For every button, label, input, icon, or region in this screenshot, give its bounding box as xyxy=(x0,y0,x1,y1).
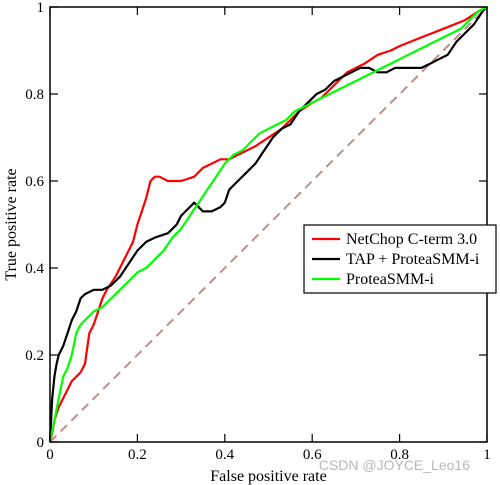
x-tick-label: 0 xyxy=(46,447,54,463)
roc-curve-2 xyxy=(48,6,488,443)
y-tick-label: 0.4 xyxy=(25,261,44,277)
diagonal-reference-line xyxy=(49,6,488,443)
x-tick-label: 0.2 xyxy=(128,447,147,463)
legend: NetChop C-term 3.0 TAP + ProteaSMM-i Prote… xyxy=(303,224,497,294)
y-tick-label: 1 xyxy=(37,0,45,16)
roc-curve-3 xyxy=(48,6,488,443)
x-tick-label: 0.8 xyxy=(390,447,409,463)
series-layer xyxy=(48,6,488,443)
legend-box xyxy=(303,224,497,294)
x-axis-label: False positive rate xyxy=(210,468,326,485)
x-tick-label: 1 xyxy=(483,447,491,463)
legend-label: TAP + ProteaSMM-i xyxy=(346,251,480,268)
legend-label: ProteaSMM-i xyxy=(346,271,435,288)
y-tick-label: 0.2 xyxy=(25,348,44,364)
watermark-text: CSDN @JOYCE_Leo16 xyxy=(319,457,470,473)
x-tick-label: 0.6 xyxy=(303,447,322,463)
y-tick-label: 0.6 xyxy=(25,174,44,190)
ticks-layer: 0 0.2 0.4 0.6 0.8 1 0 0.2 0.4 0.6 0.8 1 xyxy=(25,0,491,463)
y-tick-label: 0.8 xyxy=(25,87,44,103)
x-tick-label: 0.4 xyxy=(215,447,234,463)
y-axis-label: True positive rate xyxy=(3,168,20,280)
y-tick-label: 0 xyxy=(37,435,45,451)
legend-label: NetChop C-term 3.0 xyxy=(346,231,477,248)
roc-curve-1 xyxy=(48,6,488,443)
